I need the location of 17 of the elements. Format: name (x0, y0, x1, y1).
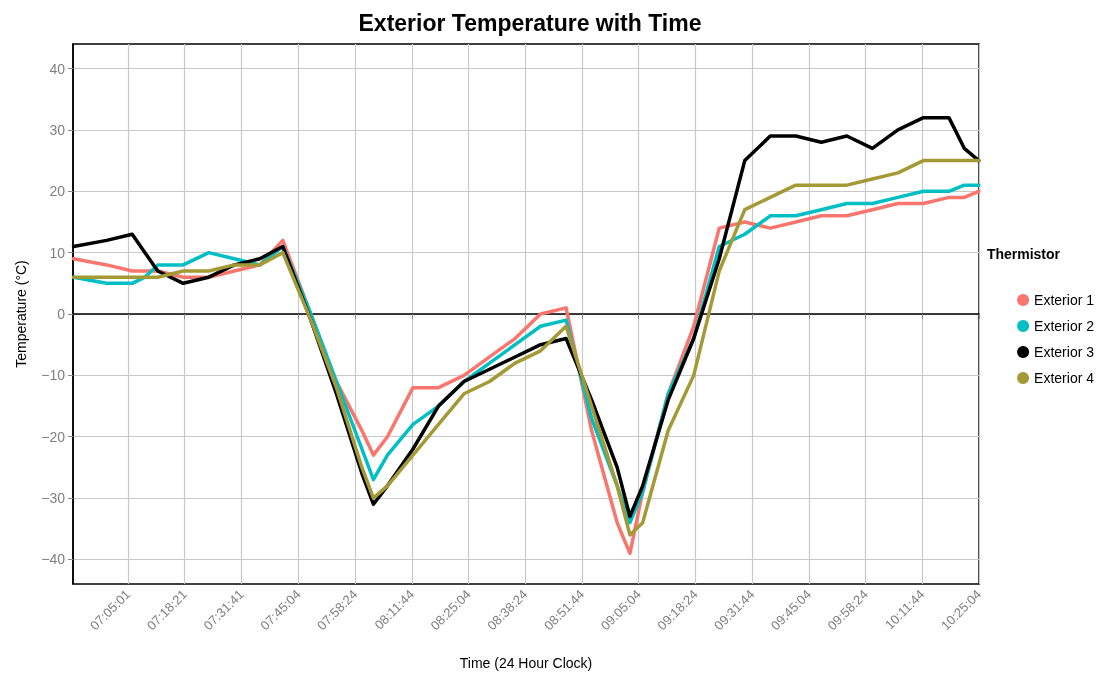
y-tick-label: −20 (41, 428, 66, 445)
y-tick-label: 10 (49, 244, 66, 261)
legend-label: Exterior 4 (1034, 370, 1095, 386)
y-tick-label: 0 (57, 306, 66, 322)
legend-title: Thermistor (986, 246, 1061, 262)
y-tick-label: −10 (41, 367, 66, 384)
legend-label: Exterior 3 (1034, 344, 1095, 360)
x-axis-title: Time (24 Hour Clock) (459, 655, 593, 671)
y-tick-label: −30 (41, 490, 66, 507)
legend-label: Exterior 1 (1034, 292, 1095, 308)
y-tick-label: 40 (49, 60, 66, 77)
y-tick-label: 30 (49, 121, 66, 138)
y-tick-label: 20 (49, 183, 66, 200)
y-tick-label: −40 (41, 551, 66, 568)
chart-title: Exterior Temperature with Time (358, 9, 702, 36)
legend-label: Exterior 2 (1034, 318, 1095, 334)
y-axis-title: Temperature (°C) (13, 260, 29, 368)
